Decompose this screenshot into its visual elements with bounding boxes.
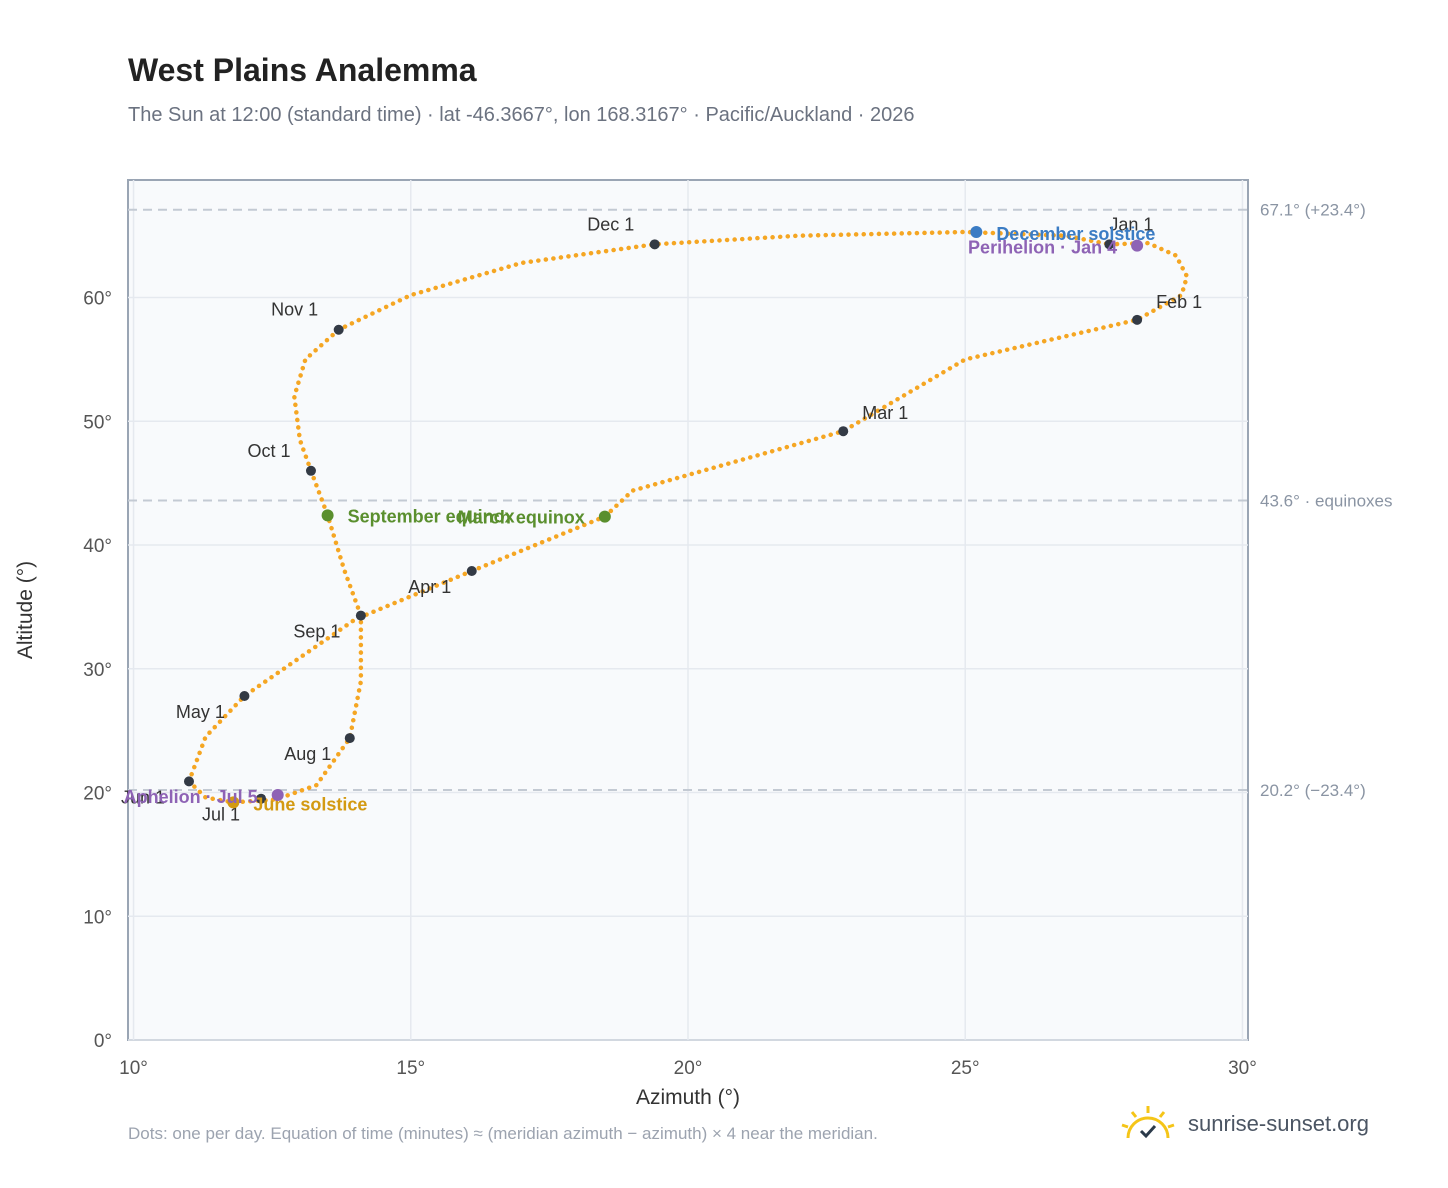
event-marker — [271, 788, 284, 801]
chart-subtitle: The Sun at 12:00 (standard time) · lat -… — [128, 104, 915, 126]
month-marker — [344, 733, 355, 744]
month-label: Mar 1 — [862, 403, 908, 423]
chart-title: West Plains Analemma — [128, 52, 477, 88]
y-tick-label: 60° — [83, 289, 112, 310]
footnote: Dots: one per day. Equation of time (min… — [128, 1124, 878, 1143]
month-marker — [649, 239, 660, 250]
x-tick-label: 20° — [674, 1058, 703, 1079]
month-label: Jul 1 — [202, 805, 240, 825]
x-tick-label: 10° — [119, 1058, 148, 1079]
axis-ticks: 10° 15° 20° 25° 30° 0° 10° 20° 30° 40° 50° 60° — [83, 289, 1257, 1079]
month-label: Nov 1 — [271, 300, 318, 320]
month-marker — [333, 324, 344, 335]
month-label: Sep 1 — [293, 622, 340, 642]
event-label: Aphelion · Jul 5 — [124, 787, 258, 807]
y-tick-label: 10° — [83, 907, 112, 928]
month-markers: Jan 1 Feb 1 Mar 1 Apr 1 May 1 Jun 1 Jul 1 Aug 1… — [121, 214, 1202, 824]
month-marker — [1132, 314, 1143, 325]
event-label: September equinox — [348, 506, 515, 526]
y-tick-label: 0° — [94, 1031, 112, 1052]
event-marker — [321, 509, 334, 522]
month-label: Oct 1 — [247, 441, 290, 461]
y-tick-label: 40° — [83, 536, 112, 557]
analemma-daily-dots — [186, 229, 1190, 805]
reference-line-label: 67.1° (+23.4°) — [1260, 201, 1366, 220]
reference-line-label: 20.2° (−23.4°) — [1260, 781, 1366, 800]
month-label: Jan 1 — [1109, 214, 1153, 234]
y-tick-label: 30° — [83, 660, 112, 681]
event-label: December solstice — [996, 224, 1155, 244]
reference-line-label: 43.6° · equinoxes — [1260, 491, 1393, 510]
grid — [128, 180, 1248, 1041]
analemma-path — [186, 229, 1190, 805]
month-label: Apr 1 — [408, 577, 451, 597]
month-marker — [183, 776, 194, 787]
brand[interactable]: sunrise-sunset.org — [1120, 1102, 1369, 1146]
month-marker — [239, 691, 250, 701]
month-label: May 1 — [176, 702, 225, 722]
x-tick-label: 25° — [951, 1058, 980, 1079]
month-label: Jun 1 — [121, 787, 165, 807]
x-tick-label: 30° — [1228, 1058, 1257, 1079]
month-marker — [355, 610, 366, 621]
month-label: Feb 1 — [1156, 292, 1202, 312]
event-label: Perihelion · Jan 4 — [968, 238, 1117, 258]
event-label: March equinox — [458, 508, 585, 528]
month-label: Aug 1 — [284, 744, 331, 764]
event-marker — [598, 510, 611, 523]
month-marker — [1104, 239, 1115, 250]
event-marker — [1131, 239, 1144, 252]
reference-lines: 67.1° (+23.4°) 43.6° · equinoxes 20.2° (−2… — [128, 201, 1393, 800]
x-tick-label: 15° — [396, 1058, 425, 1079]
month-marker — [305, 465, 316, 476]
event-marker — [227, 796, 240, 809]
month-marker — [838, 426, 849, 437]
x-axis-label: Azimuth (°) — [636, 1086, 740, 1109]
y-tick-label: 20° — [83, 784, 112, 805]
month-marker — [256, 793, 267, 804]
month-marker — [466, 566, 477, 577]
sun-logo-icon — [1121, 1106, 1175, 1139]
brand-name: sunrise-sunset.org — [1188, 1111, 1369, 1136]
event-label: June solstice — [253, 794, 367, 814]
event-marker — [970, 225, 983, 238]
month-label: Dec 1 — [587, 214, 634, 234]
y-axis-label: Altitude (°) — [14, 561, 37, 659]
y-tick-label: 50° — [83, 412, 112, 433]
